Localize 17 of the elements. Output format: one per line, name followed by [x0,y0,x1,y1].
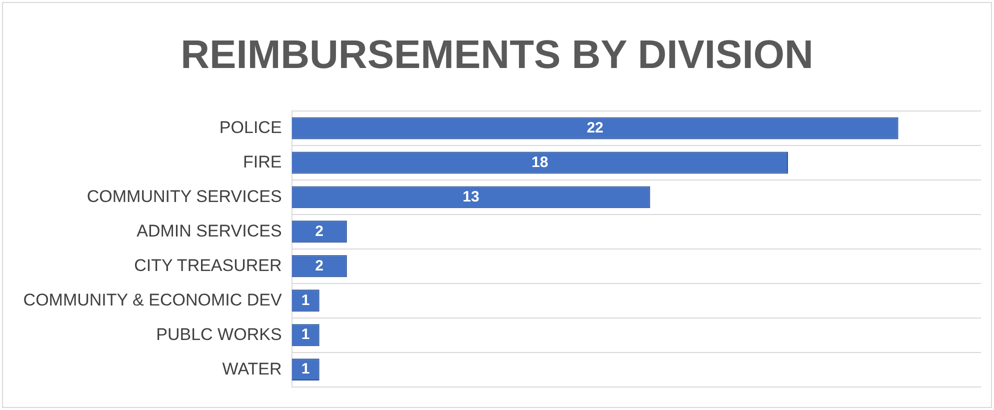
y-tick-label: WATER [222,359,282,378]
y-tick-label: PUBLC WORKS [156,324,282,344]
data-label: 2 [315,257,324,274]
data-label: 13 [462,188,480,206]
y-tick-label: FIRE [243,152,282,172]
y-tick-label: COMMUNITY & ECONOMIC DEV [23,290,282,310]
data-label: 22 [586,119,604,136]
data-label: 2 [315,222,324,240]
data-label: 1 [301,360,310,378]
y-tick-label: CITY TREASURER [134,256,282,275]
data-label: 1 [301,326,310,344]
y-tick-label: ADMIN SERVICES [136,221,282,240]
y-tick-label: POLICE [219,118,282,137]
data-label: 1 [301,292,310,309]
data-label: 18 [532,154,548,171]
y-tick-label: COMMUNITY SERVICES [86,186,282,206]
chart-title: REIMBURSEMENTS BY DIVISION [180,33,814,78]
